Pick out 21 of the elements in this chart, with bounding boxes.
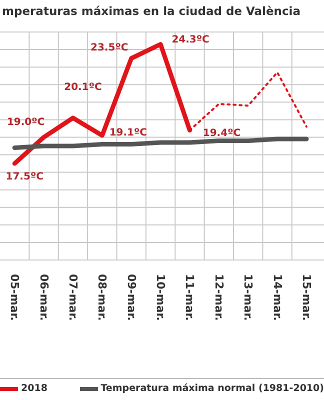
data-label: 20.1ºC bbox=[64, 82, 102, 93]
x-tick-label: 15-mar. bbox=[300, 274, 313, 321]
x-tick-label: 08-mar. bbox=[96, 274, 109, 321]
data-label: 19.4ºC bbox=[202, 128, 241, 140]
chart-title: mperaturas máximas en la ciudad de València bbox=[2, 4, 300, 18]
legend-label: Temperatura máxima normal (1981-2010) bbox=[100, 383, 324, 394]
x-tick-label: 12-mar. bbox=[212, 274, 226, 321]
data-label: 19.1ºC bbox=[109, 127, 147, 138]
x-tick-label: 13-mar. bbox=[242, 274, 255, 321]
data-label: 19.0ºC bbox=[6, 117, 45, 128]
data-label: 24.3ºC bbox=[172, 34, 210, 46]
data-label: 17.5ºC bbox=[6, 172, 44, 183]
data-label: 23.5ºC bbox=[90, 42, 128, 54]
x-tick-label: 10-mar. bbox=[154, 274, 168, 321]
x-tick-label: 14-mar. bbox=[270, 274, 284, 321]
x-tick-label: 05-mar. bbox=[8, 274, 22, 321]
legend-label: 2018 bbox=[21, 383, 48, 394]
x-tick-label: 11-mar. bbox=[183, 274, 196, 321]
x-tick-label: 09-mar. bbox=[124, 274, 138, 321]
x-tick-label: 07-mar. bbox=[66, 274, 80, 321]
x-tick-label: 06-mar. bbox=[37, 274, 50, 321]
